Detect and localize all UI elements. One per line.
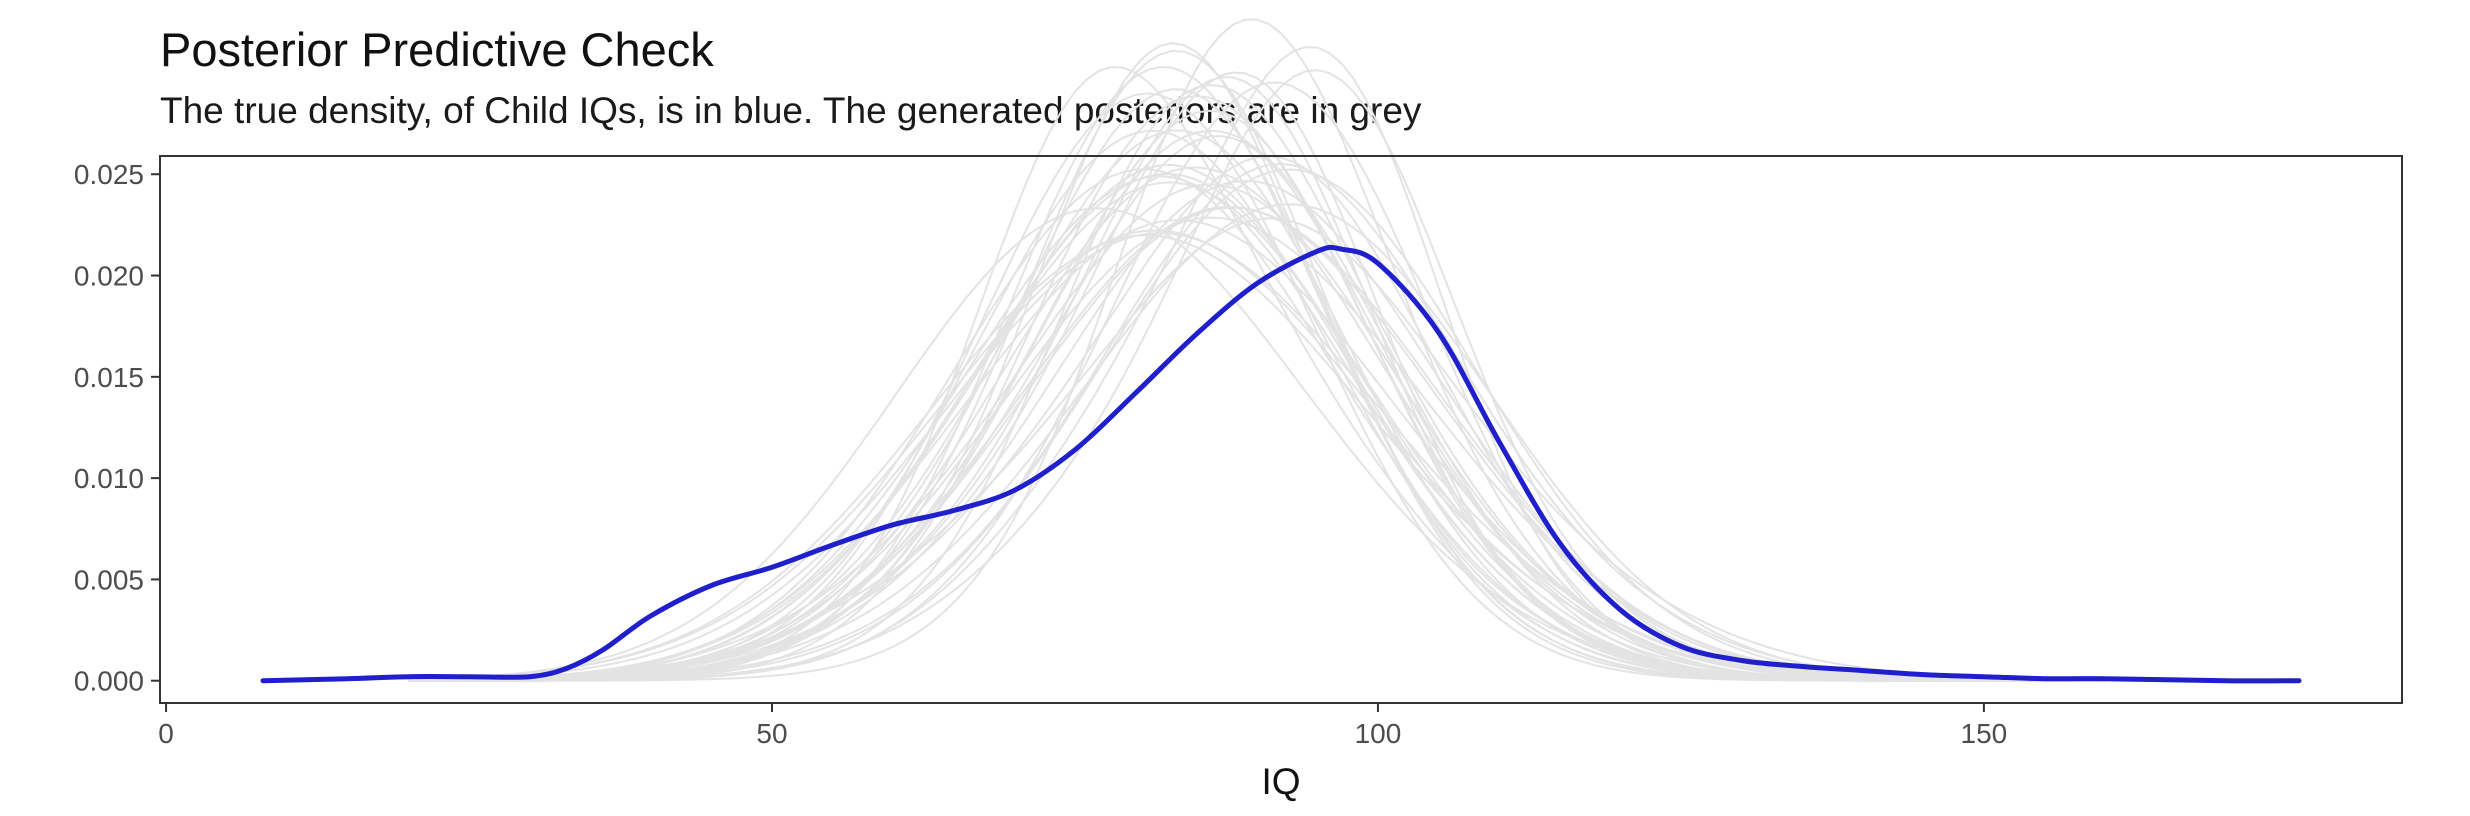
- replicated-density-line: [408, 163, 2106, 682]
- replicated-density-line: [408, 109, 2106, 682]
- replicated-density-line: [408, 46, 2106, 682]
- replicated-density-line: [408, 18, 2106, 682]
- replicated-density-line: [408, 66, 2106, 682]
- y-axis: 0.000 0.005 0.010 0.015 0.020 0.025: [74, 159, 160, 697]
- replicated-density-line: [408, 231, 2106, 682]
- replicated-density-line: [408, 155, 2106, 682]
- replicated-density-line: [408, 95, 2106, 682]
- y-tick-label: 0.010: [74, 463, 144, 494]
- replicated-density-line: [408, 65, 2106, 682]
- replicated-density-line: [408, 162, 2106, 682]
- chart-title: Posterior Predictive Check: [160, 23, 714, 76]
- observed-density-layer: [260, 244, 2302, 684]
- replicated-density-line: [408, 179, 2106, 682]
- replicated-density-line: [408, 168, 2106, 682]
- x-tick-label: 150: [1961, 718, 2008, 749]
- x-tick-label: 100: [1355, 718, 1402, 749]
- x-tick-label: 50: [756, 718, 787, 749]
- replicated-density-line: [408, 216, 2106, 682]
- replicated-density-line: [408, 234, 2106, 682]
- replicated-density-line: [408, 129, 2106, 682]
- observed-density-line: [260, 244, 2302, 684]
- replicated-density-line: [408, 168, 2106, 682]
- replicated-density-line: [408, 81, 2106, 682]
- plot-panel-border: [159, 155, 2403, 704]
- replicated-density-line: [408, 129, 2106, 682]
- replicated-density-line: [408, 229, 2106, 682]
- replicated-density-line: [408, 83, 2106, 682]
- x-tick-label: 0: [158, 718, 174, 749]
- x-axis-title: IQ: [1261, 761, 1300, 802]
- y-tick-label: 0.020: [74, 261, 144, 292]
- x-axis: 0 50 100 150: [158, 703, 2007, 749]
- y-tick-label: 0.000: [74, 666, 144, 697]
- y-tick-label: 0.005: [74, 564, 144, 595]
- replicated-density-line: [408, 217, 2106, 682]
- replicated-density-line: [408, 129, 2106, 682]
- y-tick-label: 0.025: [74, 159, 144, 190]
- replicated-density-lines: [408, 18, 2106, 682]
- replicated-density-line: [408, 166, 2106, 682]
- replicated-density-line: [408, 181, 2106, 682]
- y-tick-label: 0.015: [74, 362, 144, 393]
